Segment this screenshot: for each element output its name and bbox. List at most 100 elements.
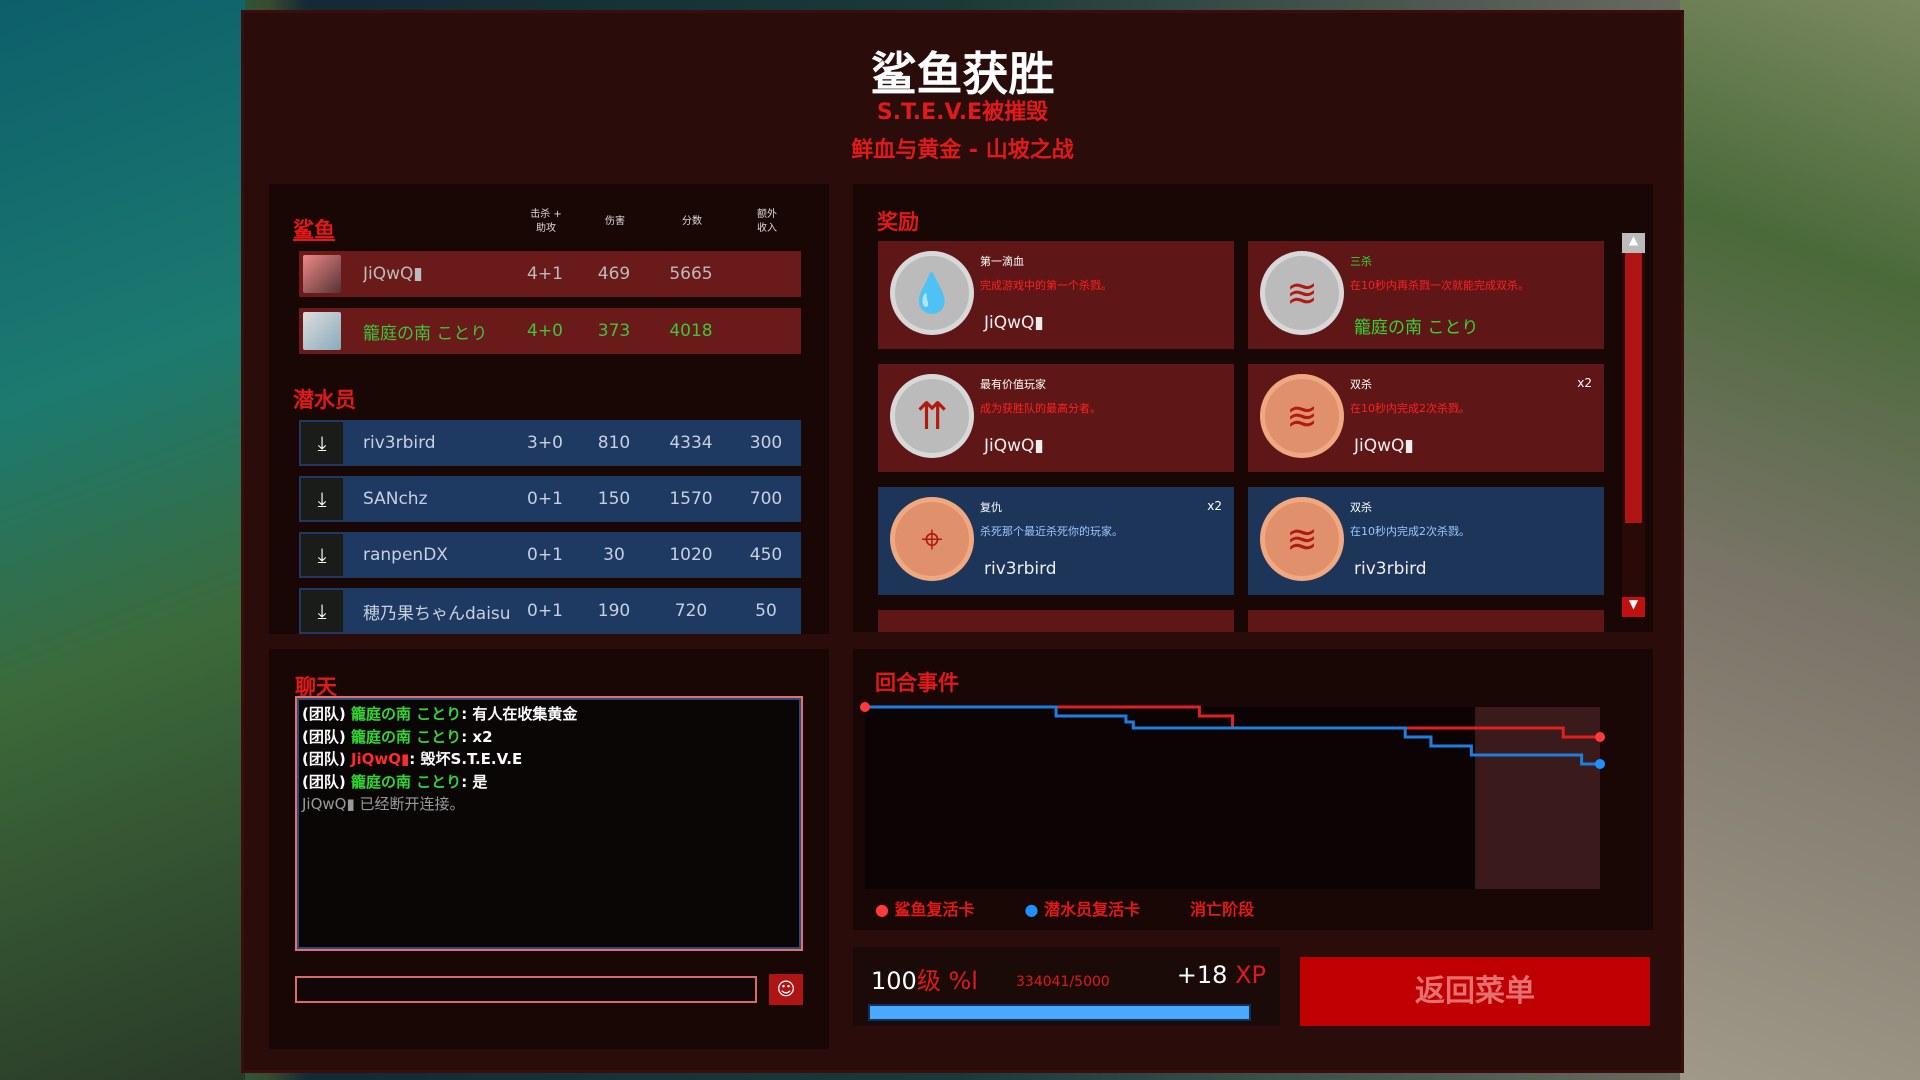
player-row[interactable]: JiQwQ▮ 4+1 469 5665 xyxy=(299,251,801,297)
player-name: ranpenDX xyxy=(363,545,448,565)
series-start-marker xyxy=(860,702,870,712)
awards-scrollbar[interactable]: ▲ ▼ xyxy=(1622,233,1645,617)
player-row[interactable]: ⤓ ranpenDX 0+1 30 1020 450 xyxy=(299,532,801,578)
chat-text: : x2 xyxy=(461,727,493,746)
xp-bar xyxy=(868,1004,1251,1021)
blood-drop-icon: 💧 xyxy=(890,251,974,335)
arrows-up-icon: ⇈ xyxy=(890,374,974,458)
scrollbar-thumb[interactable] xyxy=(1625,253,1642,523)
scoreboard: 鲨鱼 击杀 + 助攻 伤害 分数 额外 收入 JiQwQ▮ 4+1 469 5665… xyxy=(269,184,829,634)
award-player: JiQwQ▮ xyxy=(1354,436,1414,456)
chat-user: JiQwQ▮ xyxy=(302,795,355,813)
award-description: 在10秒内完成2次杀戮。 xyxy=(1350,402,1470,415)
sharks-heading: 鲨鱼 xyxy=(293,218,335,242)
level-text: 100级 %l xyxy=(871,967,978,995)
extra-income: 700 xyxy=(749,489,783,509)
damage: 150 xyxy=(597,489,631,509)
chat-message: (团队) 籠庭の南 ことり: x2 xyxy=(302,726,796,749)
player-name: 籠庭の南 ことり xyxy=(363,323,488,344)
player-name: riv3rbird xyxy=(363,433,436,453)
xp-progress-text: 334041/5000 xyxy=(1016,974,1110,990)
emoji-button[interactable]: ☺ xyxy=(769,974,803,1005)
claw-marks-icon: ≋ xyxy=(1260,497,1344,581)
chat-message: (团队) 籠庭の南 ことり: 是 xyxy=(302,771,796,794)
award-count: x2 xyxy=(1207,499,1222,513)
column-score: 分数 xyxy=(682,216,702,227)
score: 4334 xyxy=(669,433,713,453)
column-kills-assists: 击杀 + 助攻 xyxy=(530,209,562,234)
award-name: 三杀 xyxy=(1350,255,1372,268)
player-row[interactable]: 籠庭の南 ことり 4+0 373 4018 xyxy=(299,308,801,354)
result-subtitle: S.T.E.V.E被摧毁 xyxy=(876,100,1049,125)
awards-heading: 奖励 xyxy=(877,210,919,234)
chat-input[interactable] xyxy=(295,976,757,1003)
award-card: ≋ 双杀 在10秒内完成2次杀戮。 JiQwQ▮ x2 xyxy=(1248,364,1604,472)
award-player: 籠庭の南 ことり xyxy=(1354,318,1479,338)
chat-text: : 毁坏S.T.E.V.E xyxy=(409,750,523,768)
player-row[interactable]: ⤓ riv3rbird 3+0 810 4334 300 xyxy=(299,420,801,466)
xp-gain: +18 XP xyxy=(1176,961,1266,989)
scroll-down-icon[interactable]: ▼ xyxy=(1622,597,1645,617)
award-count: x2 xyxy=(1577,376,1592,390)
background-water xyxy=(0,0,245,1080)
award-description: 杀死那个最近杀死你的玩家。 xyxy=(980,525,1123,538)
award-name: 复仇 xyxy=(980,501,1002,514)
player-row[interactable]: ⤓ 穂乃果ちゃんdaisu 0+1 190 720 50 xyxy=(299,588,801,634)
results-panel: 鲨鱼获胜 S.T.E.V.E被摧毁 鲜血与黄金 - 山坡之战 鲨鱼 击杀 + 助攻… xyxy=(241,10,1684,1073)
award-card: ⇈ 最有价值玩家 成为获胜队的最高分者。 JiQwQ▮ xyxy=(878,364,1234,472)
chat-prefix: (团队) xyxy=(302,750,346,768)
award-card: 💧 第一滴血 完成游戏中的第一个杀戮。 JiQwQ▮ xyxy=(878,241,1234,349)
series-line-0 xyxy=(865,705,1600,739)
elimination-phase-region xyxy=(1475,707,1600,889)
chat-prefix: (团队) xyxy=(302,705,346,723)
player-row[interactable]: ⤓ SANchz 0+1 150 1570 700 xyxy=(299,476,801,522)
chat-message: (团队) 籠庭の南 ことり: 有人在收集黄金 xyxy=(302,703,796,726)
legend-elimination: 消亡阶段 xyxy=(1190,900,1255,919)
extra-income: 50 xyxy=(755,601,777,621)
column-damage: 伤害 xyxy=(605,216,625,227)
kills-assists: 3+0 xyxy=(527,433,563,453)
emoji-icon: ☺ xyxy=(776,979,796,1000)
score: 720 xyxy=(674,601,708,621)
chart-legend: ● 鲨鱼复活卡 ● 潜水员复活卡 消亡阶段 xyxy=(875,896,1254,920)
crosshair-shark-icon: ⌖ xyxy=(890,497,974,581)
kills-assists: 0+1 xyxy=(527,489,563,509)
damage: 190 xyxy=(597,601,631,621)
award-card-partial xyxy=(878,610,1234,632)
kills-assists: 0+1 xyxy=(527,545,563,565)
series-end-marker-1 xyxy=(1595,759,1605,769)
scroll-up-icon[interactable]: ▲ xyxy=(1622,233,1645,253)
chat-message: JiQwQ▮ 已经断开连接。 xyxy=(302,793,796,816)
chat-message: (团队) JiQwQ▮: 毁坏S.T.E.V.E xyxy=(302,748,796,771)
chat-heading: 聊天 xyxy=(295,675,337,699)
damage: 373 xyxy=(597,321,631,341)
page-title: 鲨鱼获胜 xyxy=(870,47,1055,101)
chat-panel: 聊天 (团队) 籠庭の南 ことり: 有人在收集黄金 (团队) 籠庭の南 ことり: … xyxy=(269,649,829,1049)
award-player: riv3rbird xyxy=(1354,559,1427,579)
award-description: 完成游戏中的第一个杀戮。 xyxy=(980,279,1112,292)
score: 5665 xyxy=(669,264,713,284)
award-name: 双杀 xyxy=(1350,378,1372,391)
avatar xyxy=(303,255,341,293)
map-name: 鲜血与黄金 - 山坡之战 xyxy=(851,138,1074,163)
kills-assists: 4+0 xyxy=(527,321,563,341)
award-player: JiQwQ▮ xyxy=(984,436,1044,456)
damage: 30 xyxy=(603,545,625,565)
xp-bar-fill xyxy=(870,1006,1249,1019)
column-extra: 额外 收入 xyxy=(757,209,777,234)
legend-shark: ● 鲨鱼复活卡 xyxy=(875,900,975,919)
claw-marks-icon: ≋ xyxy=(1260,374,1344,458)
kills-assists: 4+1 xyxy=(527,264,563,284)
awards-panel: 奖励 💧 第一滴血 完成游戏中的第一个杀戮。 JiQwQ▮ ≋ 三杀 在10秒内… xyxy=(853,184,1653,632)
kills-assists: 0+1 xyxy=(527,601,563,621)
award-name: 最有价值玩家 xyxy=(980,378,1046,391)
series-line-1 xyxy=(865,705,1600,766)
award-card: ≋ 双杀 在10秒内完成2次杀戮。 riv3rbird xyxy=(1248,487,1604,595)
chat-prefix: (团队) xyxy=(302,727,346,746)
chat-log: (团队) 籠庭の南 ことり: 有人在收集黄金 (团队) 籠庭の南 ことり: x2(… xyxy=(295,696,803,951)
player-name: SANchz xyxy=(363,489,428,509)
chat-text: : 是 xyxy=(461,772,488,791)
damage: 810 xyxy=(597,433,631,453)
download-icon: ⤓ xyxy=(301,422,343,464)
return-to-menu-button[interactable]: 返回菜单 xyxy=(1300,957,1650,1026)
